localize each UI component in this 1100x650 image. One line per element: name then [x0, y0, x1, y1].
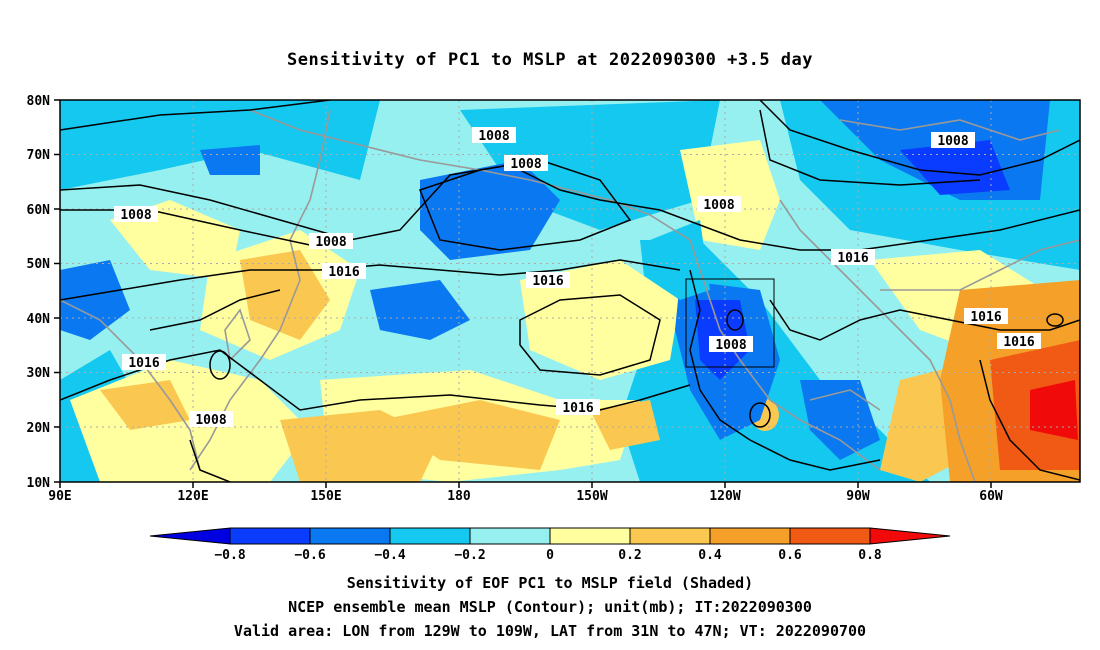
- svg-text:1008: 1008: [510, 157, 541, 172]
- colorbar-segment: [709, 527, 791, 545]
- contour-label: 1008: [114, 206, 158, 223]
- lon-label: 150W: [576, 489, 607, 504]
- contour-label: 1016: [322, 263, 366, 280]
- svg-text:1008: 1008: [120, 208, 151, 223]
- svg-text:1008: 1008: [703, 198, 734, 213]
- contour-label: 1008: [697, 196, 741, 213]
- svg-text:1016: 1016: [128, 356, 159, 371]
- colorbar-label: 0: [546, 548, 554, 563]
- sensitivity-field: [60, 100, 1080, 482]
- caption-line-1: Sensitivity of EOF PC1 to MSLP field (Sh…: [346, 574, 754, 592]
- colorbar-label: 0.6: [778, 548, 802, 563]
- lat-label: 10N: [27, 476, 51, 491]
- lon-label: 180: [447, 489, 471, 504]
- lat-label: 20N: [27, 421, 51, 436]
- colorbar-label: −0.2: [454, 548, 485, 563]
- colorbar-segment: [389, 527, 471, 545]
- lon-label: 120W: [709, 489, 740, 504]
- colorbar-segment: [629, 527, 711, 545]
- colorbar-label: 0.4: [698, 548, 722, 563]
- colorbar-label: 0.8: [858, 548, 882, 563]
- lon-labels: 90E 120E 150E 180 150W 120W 90W 60W: [48, 489, 1003, 504]
- map-frame: [59, 99, 1081, 483]
- lat-label: 50N: [27, 257, 51, 272]
- mslp-contours: [60, 100, 1080, 482]
- lat-label: 60N: [27, 203, 51, 218]
- colorbar-segment: [869, 527, 951, 545]
- colorbar-label: −0.6: [294, 548, 325, 563]
- svg-text:1008: 1008: [195, 413, 226, 428]
- contour-label: 1008: [189, 411, 233, 428]
- colorbar: −0.8 −0.6 −0.4 −0.2 0 0.2 0.4 0.6 0.8: [149, 527, 951, 563]
- lat-label: 40N: [27, 312, 51, 327]
- colorbar-label: −0.4: [374, 548, 405, 563]
- lon-label: 90E: [48, 489, 71, 504]
- svg-text:1016: 1016: [970, 310, 1001, 325]
- contour-label: 1016: [997, 333, 1041, 350]
- svg-text:1008: 1008: [315, 235, 346, 250]
- colorbar-segment: [469, 527, 551, 545]
- contour-label: 1008: [931, 132, 975, 149]
- colorbar-segment: [149, 527, 231, 545]
- coastlines: [60, 109, 1080, 482]
- lat-labels: 80N 70N 60N 50N 40N 30N 20N 10N: [27, 94, 51, 491]
- colorbar-segment: [229, 527, 311, 545]
- svg-text:1008: 1008: [715, 338, 746, 353]
- contour-label: 1016: [964, 308, 1008, 325]
- svg-text:1016: 1016: [532, 274, 563, 289]
- caption-line-2: NCEP ensemble mean MSLP (Contour); unit(…: [288, 598, 812, 616]
- axis-ticks: [54, 99, 992, 488]
- lat-label: 30N: [27, 366, 51, 381]
- colorbar-segment: [309, 527, 391, 545]
- svg-text:1016: 1016: [562, 401, 593, 416]
- svg-text:1008: 1008: [937, 134, 968, 149]
- lon-label: 120E: [177, 489, 208, 504]
- lat-label: 80N: [27, 94, 51, 109]
- contour-label: 1016: [122, 354, 166, 371]
- colorbar-segment: [549, 527, 631, 545]
- svg-text:1016: 1016: [328, 265, 359, 280]
- contour-label: 1008: [309, 233, 353, 250]
- svg-text:1008: 1008: [478, 129, 509, 144]
- colorbar-segment: [789, 527, 871, 545]
- lon-label: 150E: [310, 489, 341, 504]
- contour-label: 1008: [472, 127, 516, 144]
- svg-text:1016: 1016: [1003, 335, 1034, 350]
- contour-label: 1016: [526, 272, 570, 289]
- lon-label: 90W: [846, 489, 870, 504]
- colorbar-label: 0.2: [618, 548, 641, 563]
- contour-label: 1016: [556, 399, 600, 416]
- contour-label: 1008: [504, 155, 548, 172]
- contour-labels: 1008 1008 1008 1008 1008 1008 1008 1008 …: [114, 127, 1041, 428]
- lon-label: 60W: [979, 489, 1003, 504]
- svg-text:1016: 1016: [837, 251, 868, 266]
- contour-label: 1016: [831, 249, 875, 266]
- map-title: Sensitivity of PC1 to MSLP at 2022090300…: [286, 50, 813, 70]
- contour-label: 1008: [709, 336, 753, 353]
- valid-area-box: [685, 278, 775, 368]
- lat-label: 70N: [27, 148, 51, 163]
- caption-line-3: Valid area: LON from 129W to 109W, LAT f…: [233, 622, 867, 640]
- colorbar-label: −0.8: [214, 548, 245, 563]
